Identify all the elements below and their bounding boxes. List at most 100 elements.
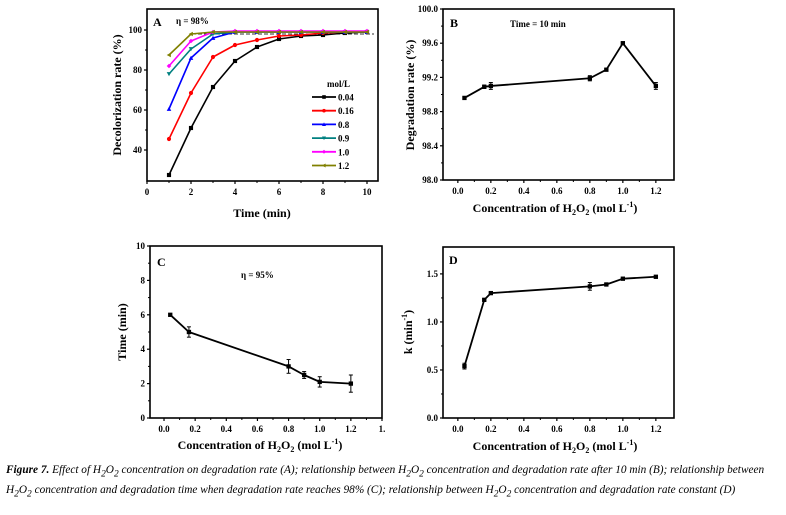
plot-frame (442, 8, 675, 181)
x-tick-label: 1. (379, 424, 386, 434)
legend-label: 1.2 (338, 161, 350, 171)
y-tick-label: 40 (133, 145, 143, 155)
y-tick-label: 99.2 (422, 72, 438, 82)
panel-d: 0.0 0.2 0.4 0.6 0.8 1.0 1.2 0.0 0.5 1.0 1.5 D Conc… (400, 246, 675, 455)
series-line-1.0 (168, 30, 367, 67)
data-point (653, 274, 659, 279)
data-point (186, 329, 192, 335)
x-tick-label: 0.6 (551, 186, 563, 196)
data-point (322, 149, 326, 154)
legend-label: 0.16 (338, 106, 354, 116)
data-point (322, 108, 326, 113)
x-tick-label: 0.8 (283, 424, 295, 434)
data-point (322, 136, 326, 141)
legend-label: 0.04 (338, 93, 354, 103)
data-point (210, 84, 216, 90)
data-point (620, 276, 626, 281)
data-point (620, 41, 626, 46)
x-tick-label: 0.0 (158, 424, 170, 434)
series-line-0.04 (168, 31, 368, 176)
plot-frame (442, 246, 675, 419)
y-tick-label: 80 (133, 65, 143, 75)
axis-ticks: 0.0 0.2 0.4 0.6 0.8 1.0 1.2 98.0 98.4 98.8 99.2 99.… (418, 4, 662, 196)
data-point (188, 31, 193, 37)
x-tick-label: 0.0 (452, 424, 464, 434)
series-line-k (463, 275, 656, 367)
data-point (166, 172, 172, 178)
data-point (188, 47, 194, 52)
y-tick-label: 1.5 (427, 269, 439, 279)
plot-marks (168, 312, 354, 393)
y-tick-label: 0.0 (427, 413, 439, 423)
data-point (604, 282, 609, 287)
x-tick-label: 0.6 (252, 424, 264, 434)
x-tick-label: 10 (363, 187, 373, 197)
data-point (210, 54, 216, 60)
y-tick-label: 0 (141, 413, 146, 423)
legend-title: mol/L (327, 79, 350, 89)
data-point (188, 55, 194, 60)
data-point (348, 381, 354, 386)
x-axis-title: Concentration of H2O2 (mol L-1) (473, 200, 638, 217)
data-point (166, 52, 171, 58)
data-point (188, 38, 194, 44)
y-tick-label: 10 (136, 241, 146, 251)
panel-b: 0.0 0.2 0.4 0.6 0.8 1.0 1.2 98.0 98.4 98.8 99.2 99.… (403, 4, 675, 217)
x-tick-label: 1.2 (650, 186, 662, 196)
x-tick-label: 2 (189, 187, 194, 197)
y-tick-label: 99.6 (422, 38, 438, 48)
plot-marks (166, 28, 374, 178)
data-point (254, 29, 259, 35)
plot-frame (146, 8, 379, 182)
y-tick-label: 6 (141, 310, 146, 320)
data-point (276, 33, 282, 39)
x-tick-label: 0.8 (584, 424, 596, 434)
y-tick-label: 98.8 (422, 107, 438, 117)
x-axis-title: Concentration of H2O2 (mol L-1) (473, 438, 638, 455)
data-point (298, 29, 303, 35)
data-point (232, 42, 238, 48)
panel-letter: C (157, 255, 166, 269)
data-point (168, 312, 173, 317)
x-tick-label: 4 (233, 187, 238, 197)
legend-label: 1.0 (338, 147, 350, 157)
y-axis-title: k (min-1) (400, 310, 415, 354)
legend: mol/L 0.04 0.16 0.8 0.9 1.0 1.2 (312, 79, 354, 171)
caption-label: Figure 7. (6, 464, 50, 476)
y-tick-label: 1.0 (427, 317, 439, 327)
x-axis-title: Concentration of H2O2 (mol L-1) (178, 437, 343, 454)
legend-label: 0.9 (338, 134, 350, 144)
data-point (488, 83, 494, 89)
y-axis-title: Decolorization rate (%) (110, 34, 124, 155)
annotation-time: Time = 10 min (510, 19, 566, 29)
data-point (322, 122, 326, 126)
data-point (276, 29, 281, 35)
x-tick-label: 0.2 (485, 186, 497, 196)
x-tick-label: 0.8 (584, 186, 596, 196)
x-tick-label: 1.2 (345, 424, 357, 434)
series-line-time (169, 314, 351, 385)
y-tick-label: 0.5 (427, 365, 439, 375)
x-tick-label: 0 (145, 187, 150, 197)
data-point (482, 84, 487, 89)
panel-letter: B (450, 16, 458, 30)
y-tick-label: 4 (141, 344, 146, 354)
y-tick-label: 100.0 (418, 4, 439, 14)
x-tick-label: 8 (321, 187, 326, 197)
series-line-1.2 (168, 31, 367, 56)
plot-marks (462, 274, 659, 370)
panel-letter: D (449, 253, 458, 267)
y-axis-title: Degradation rate (%) (403, 40, 417, 151)
data-point (587, 284, 593, 289)
data-point (276, 36, 282, 42)
data-point (254, 37, 260, 43)
data-point (482, 297, 487, 302)
data-point (188, 125, 194, 131)
x-tick-label: 0.4 (518, 424, 530, 434)
caption-text: Effect of H2O2 concentration on degradat… (6, 464, 765, 500)
data-point (166, 63, 172, 69)
figure-caption: Figure 7. Effect of H2O2 concentration o… (6, 462, 782, 503)
data-point (166, 136, 172, 142)
axis-ticks: 0.0 0.2 0.4 0.6 0.8 1.0 1.2 0.0 0.5 1.0 1.5 (427, 269, 662, 434)
